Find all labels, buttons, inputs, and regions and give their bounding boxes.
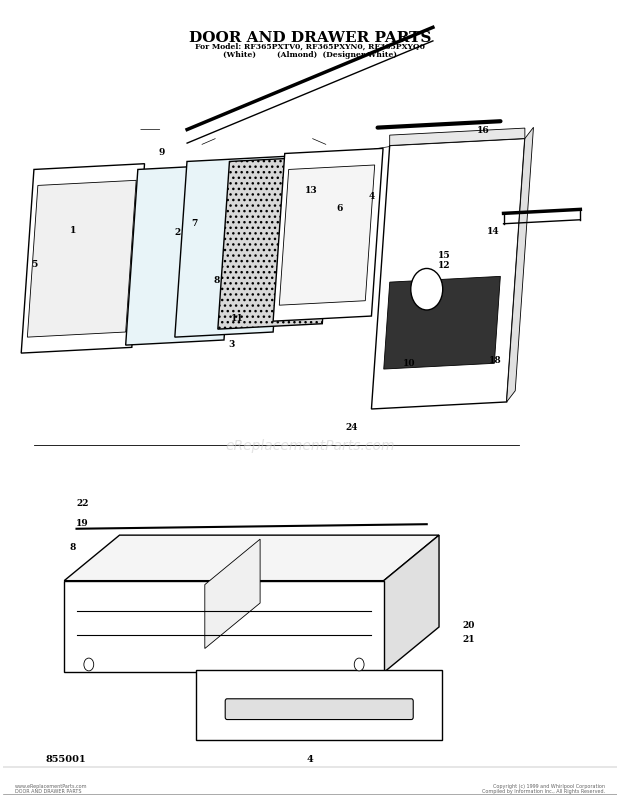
Text: 19: 19 <box>76 518 89 528</box>
Text: 6: 6 <box>336 204 343 213</box>
Text: 22: 22 <box>76 499 89 507</box>
Text: Copyright (c) 1999 and Whirlpool Corporation: Copyright (c) 1999 and Whirlpool Corpora… <box>493 783 605 788</box>
Polygon shape <box>205 540 260 649</box>
Circle shape <box>411 269 443 311</box>
Polygon shape <box>21 165 144 353</box>
Text: 10: 10 <box>403 359 416 368</box>
Text: 18: 18 <box>489 356 502 365</box>
Text: 7: 7 <box>192 219 198 228</box>
Text: 13: 13 <box>305 185 317 194</box>
Text: 5: 5 <box>32 260 38 269</box>
Circle shape <box>354 658 364 671</box>
Text: 1: 1 <box>70 226 77 234</box>
Text: 855001: 855001 <box>46 754 86 763</box>
Text: 9: 9 <box>158 148 164 157</box>
Text: 21: 21 <box>463 634 475 644</box>
Polygon shape <box>27 181 136 338</box>
Polygon shape <box>384 536 439 673</box>
Polygon shape <box>218 157 334 330</box>
Polygon shape <box>384 277 500 369</box>
Text: Compiled by Information Inc., All Rights Reserved.: Compiled by Information Inc., All Rights… <box>482 789 605 793</box>
Text: 12: 12 <box>438 261 450 270</box>
Text: 2: 2 <box>175 228 181 237</box>
Text: 16: 16 <box>477 126 490 135</box>
Text: 11: 11 <box>231 314 244 323</box>
Polygon shape <box>64 581 384 673</box>
Polygon shape <box>507 128 533 402</box>
Text: 14: 14 <box>487 227 500 236</box>
Polygon shape <box>371 139 525 410</box>
Polygon shape <box>273 149 383 322</box>
Polygon shape <box>279 165 374 306</box>
Text: eReplacementParts.com: eReplacementParts.com <box>225 438 395 452</box>
Text: 3: 3 <box>229 340 235 349</box>
Polygon shape <box>175 157 285 338</box>
Polygon shape <box>390 129 525 146</box>
Text: 20: 20 <box>463 620 475 630</box>
Text: 8: 8 <box>213 275 220 285</box>
Text: 8: 8 <box>69 542 76 551</box>
Text: DOOR AND DRAWER PARTS: DOOR AND DRAWER PARTS <box>189 31 431 45</box>
Polygon shape <box>64 536 439 581</box>
Polygon shape <box>126 165 236 345</box>
Text: 4: 4 <box>368 191 374 200</box>
Polygon shape <box>197 671 442 740</box>
Text: www.eReplacementParts.com: www.eReplacementParts.com <box>15 783 87 788</box>
Text: 4: 4 <box>307 754 313 763</box>
FancyBboxPatch shape <box>225 699 413 719</box>
Circle shape <box>84 658 94 671</box>
Text: DOOR AND DRAWER PARTS: DOOR AND DRAWER PARTS <box>15 789 82 793</box>
Text: 24: 24 <box>345 422 358 431</box>
Text: (White)        (Almond)  (Designer White): (White) (Almond) (Designer White) <box>223 51 397 59</box>
Text: For Model: RF365PXTV0, RF365PXYN0, RF365PXYQ0: For Model: RF365PXTV0, RF365PXYN0, RF365… <box>195 43 425 51</box>
Text: 15: 15 <box>438 251 450 260</box>
